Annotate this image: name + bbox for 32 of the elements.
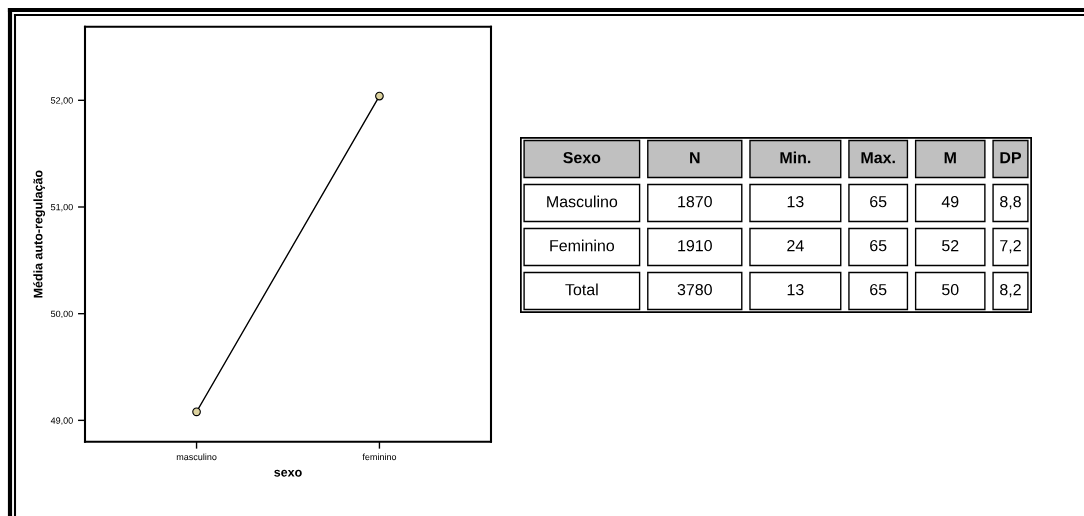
text: 49 <box>941 195 959 208</box>
text: 13 <box>787 195 804 208</box>
text: 24 <box>787 239 804 252</box>
y-tick-label: 50,00 <box>50 310 73 319</box>
category-label: Sexo <box>563 151 601 164</box>
text: Masculino <box>547 195 618 208</box>
y-tick-label: 52,00 <box>50 97 73 105</box>
category-label: Max. <box>861 152 895 164</box>
text: 8,2 <box>1000 283 1021 298</box>
text: 13 <box>787 283 804 296</box>
text: Feminino <box>550 239 615 252</box>
text: 1910 <box>678 239 712 252</box>
text: 50 <box>942 283 959 296</box>
text: 7,2 <box>1000 239 1021 254</box>
text: 52 <box>942 239 959 252</box>
text: 1870 <box>678 195 712 208</box>
category-label: M <box>944 152 956 164</box>
text: Total <box>565 283 598 296</box>
x-tick-label: masculino <box>176 453 217 461</box>
category-label: DP <box>1000 152 1022 164</box>
text: 3780 <box>677 283 712 296</box>
text: 8,8 <box>1000 195 1021 210</box>
x-axis-title: sexo <box>274 469 302 477</box>
y-axis-title: Média auto-regulação <box>33 170 46 298</box>
y-tick-label: 49,00 <box>50 417 73 425</box>
y-tick-label: 51,00 <box>50 203 73 212</box>
category-label: N <box>690 152 700 164</box>
category-label: Min. <box>780 151 811 164</box>
x-tick-label: feminino <box>362 453 397 461</box>
text: 65 <box>870 283 887 296</box>
text: 65 <box>870 195 887 208</box>
text: 65 <box>870 239 887 252</box>
